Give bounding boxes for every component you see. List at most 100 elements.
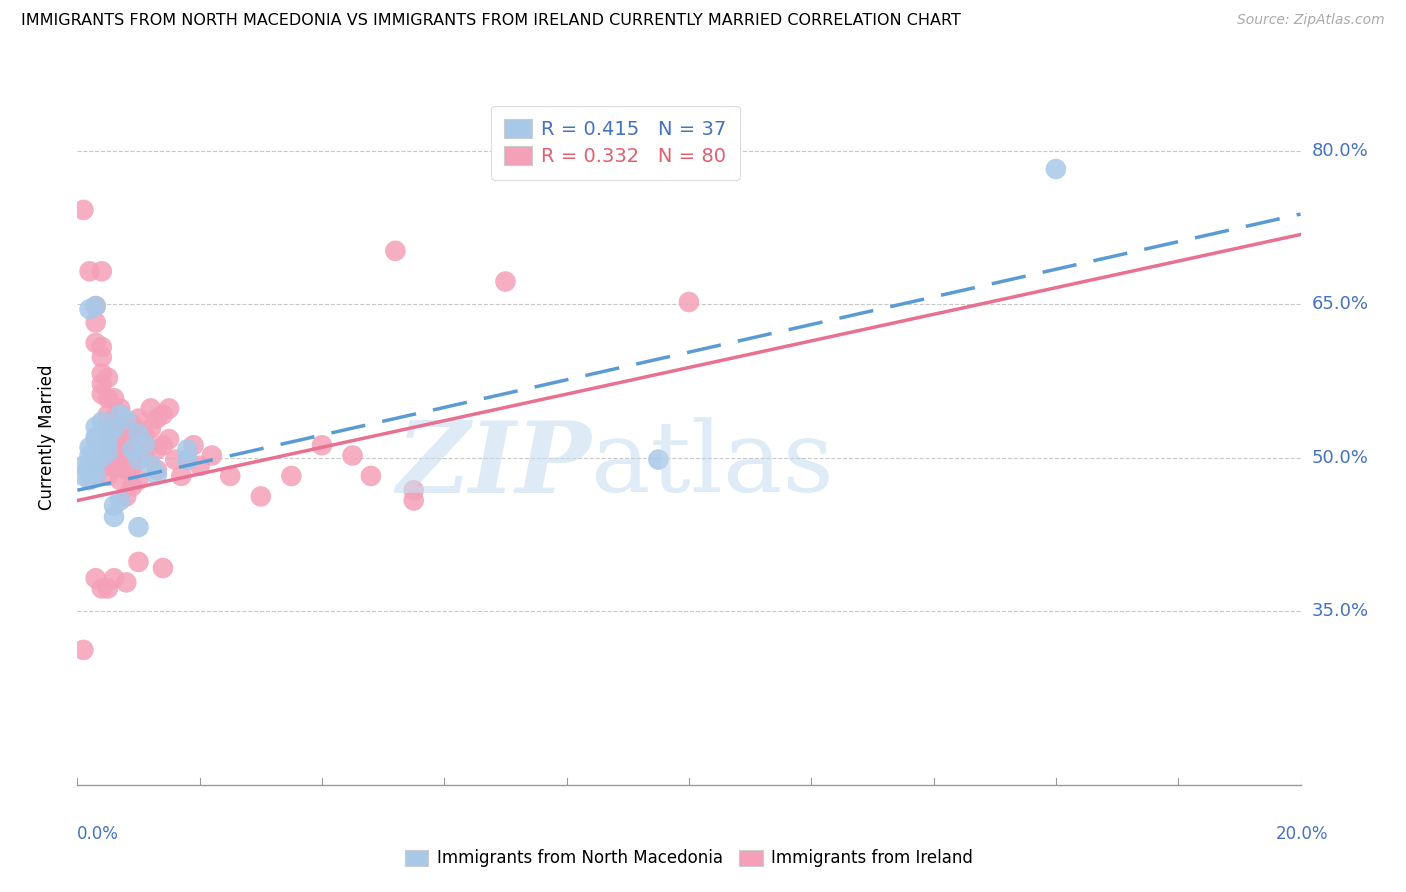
Point <box>84 430 107 444</box>
Text: 80.0%: 80.0% <box>1312 142 1368 160</box>
Text: IMMIGRANTS FROM NORTH MACEDONIA VS IMMIGRANTS FROM IRELAND CURRENTLY MARRIED COR: IMMIGRANTS FROM NORTH MACEDONIA VS IMMIG… <box>21 13 960 29</box>
Point <box>103 509 125 524</box>
Point <box>103 428 125 442</box>
Point <box>72 643 94 657</box>
Point <box>97 391 120 405</box>
Point <box>115 463 138 477</box>
Point <box>97 422 120 436</box>
Point <box>79 264 101 278</box>
Point <box>183 438 205 452</box>
Point <box>84 299 107 313</box>
Point <box>127 432 149 446</box>
Point <box>647 452 669 467</box>
Point <box>90 442 112 457</box>
Point <box>90 425 112 439</box>
Point <box>90 415 112 429</box>
Point <box>108 432 131 446</box>
Point <box>176 452 198 467</box>
Point <box>90 367 112 381</box>
Point <box>134 437 156 451</box>
Text: Source: ZipAtlas.com: Source: ZipAtlas.com <box>1237 13 1385 28</box>
Point <box>90 387 112 401</box>
Point <box>72 469 94 483</box>
Point <box>146 463 169 477</box>
Point <box>1045 161 1067 176</box>
Text: atlas: atlas <box>591 417 834 513</box>
Point <box>219 469 242 483</box>
Point <box>121 417 143 432</box>
Point <box>115 575 138 590</box>
Point <box>402 483 425 498</box>
Point <box>97 370 120 384</box>
Point <box>108 449 131 463</box>
Point <box>108 493 131 508</box>
Point <box>115 490 138 504</box>
Point <box>127 427 149 442</box>
Point <box>678 295 700 310</box>
Point <box>121 458 143 473</box>
Point <box>97 458 120 473</box>
Point <box>342 449 364 463</box>
Point <box>103 458 125 473</box>
Point <box>139 422 162 436</box>
Point <box>72 202 94 217</box>
Point <box>152 561 174 575</box>
Point <box>311 438 333 452</box>
Point <box>127 520 149 534</box>
Point <box>127 411 149 425</box>
Text: 50.0%: 50.0% <box>1312 449 1368 467</box>
Point <box>97 435 120 450</box>
Point <box>79 449 101 463</box>
Point <box>139 401 162 416</box>
Point <box>97 445 120 459</box>
Point <box>103 571 125 585</box>
Point <box>121 438 143 452</box>
Point <box>108 458 131 473</box>
Point <box>97 449 120 463</box>
Point <box>115 449 138 463</box>
Point <box>97 428 120 442</box>
Point <box>146 467 169 482</box>
Point <box>152 438 174 452</box>
Point <box>97 408 120 422</box>
Point <box>90 351 112 365</box>
Point <box>84 420 107 434</box>
Text: 20.0%: 20.0% <box>1277 825 1329 843</box>
Point <box>146 442 169 457</box>
Point <box>115 412 138 426</box>
Point <box>97 582 120 596</box>
Point <box>108 401 131 416</box>
Point <box>176 452 198 467</box>
Point <box>90 264 112 278</box>
Point <box>97 469 120 483</box>
Point <box>115 432 138 446</box>
Point <box>103 438 125 452</box>
Point <box>84 316 107 330</box>
Point <box>157 432 180 446</box>
Point <box>84 335 107 350</box>
Point <box>127 473 149 487</box>
Point <box>84 456 107 470</box>
Point <box>90 450 112 465</box>
Y-axis label: Currently Married: Currently Married <box>38 364 56 510</box>
Point <box>152 408 174 422</box>
Point <box>79 473 101 487</box>
Point <box>79 440 101 454</box>
Point <box>108 417 131 432</box>
Point <box>79 458 101 473</box>
Point <box>360 469 382 483</box>
Point <box>97 438 120 452</box>
Point <box>188 458 211 473</box>
Point <box>139 458 162 472</box>
Point <box>146 411 169 425</box>
Point <box>495 275 517 289</box>
Point <box>127 452 149 467</box>
Point <box>384 244 406 258</box>
Point <box>127 555 149 569</box>
Point <box>127 452 149 467</box>
Point <box>108 408 131 422</box>
Point <box>176 442 198 457</box>
Point <box>103 449 125 463</box>
Point <box>115 417 138 432</box>
Text: ZIP: ZIP <box>396 417 591 513</box>
